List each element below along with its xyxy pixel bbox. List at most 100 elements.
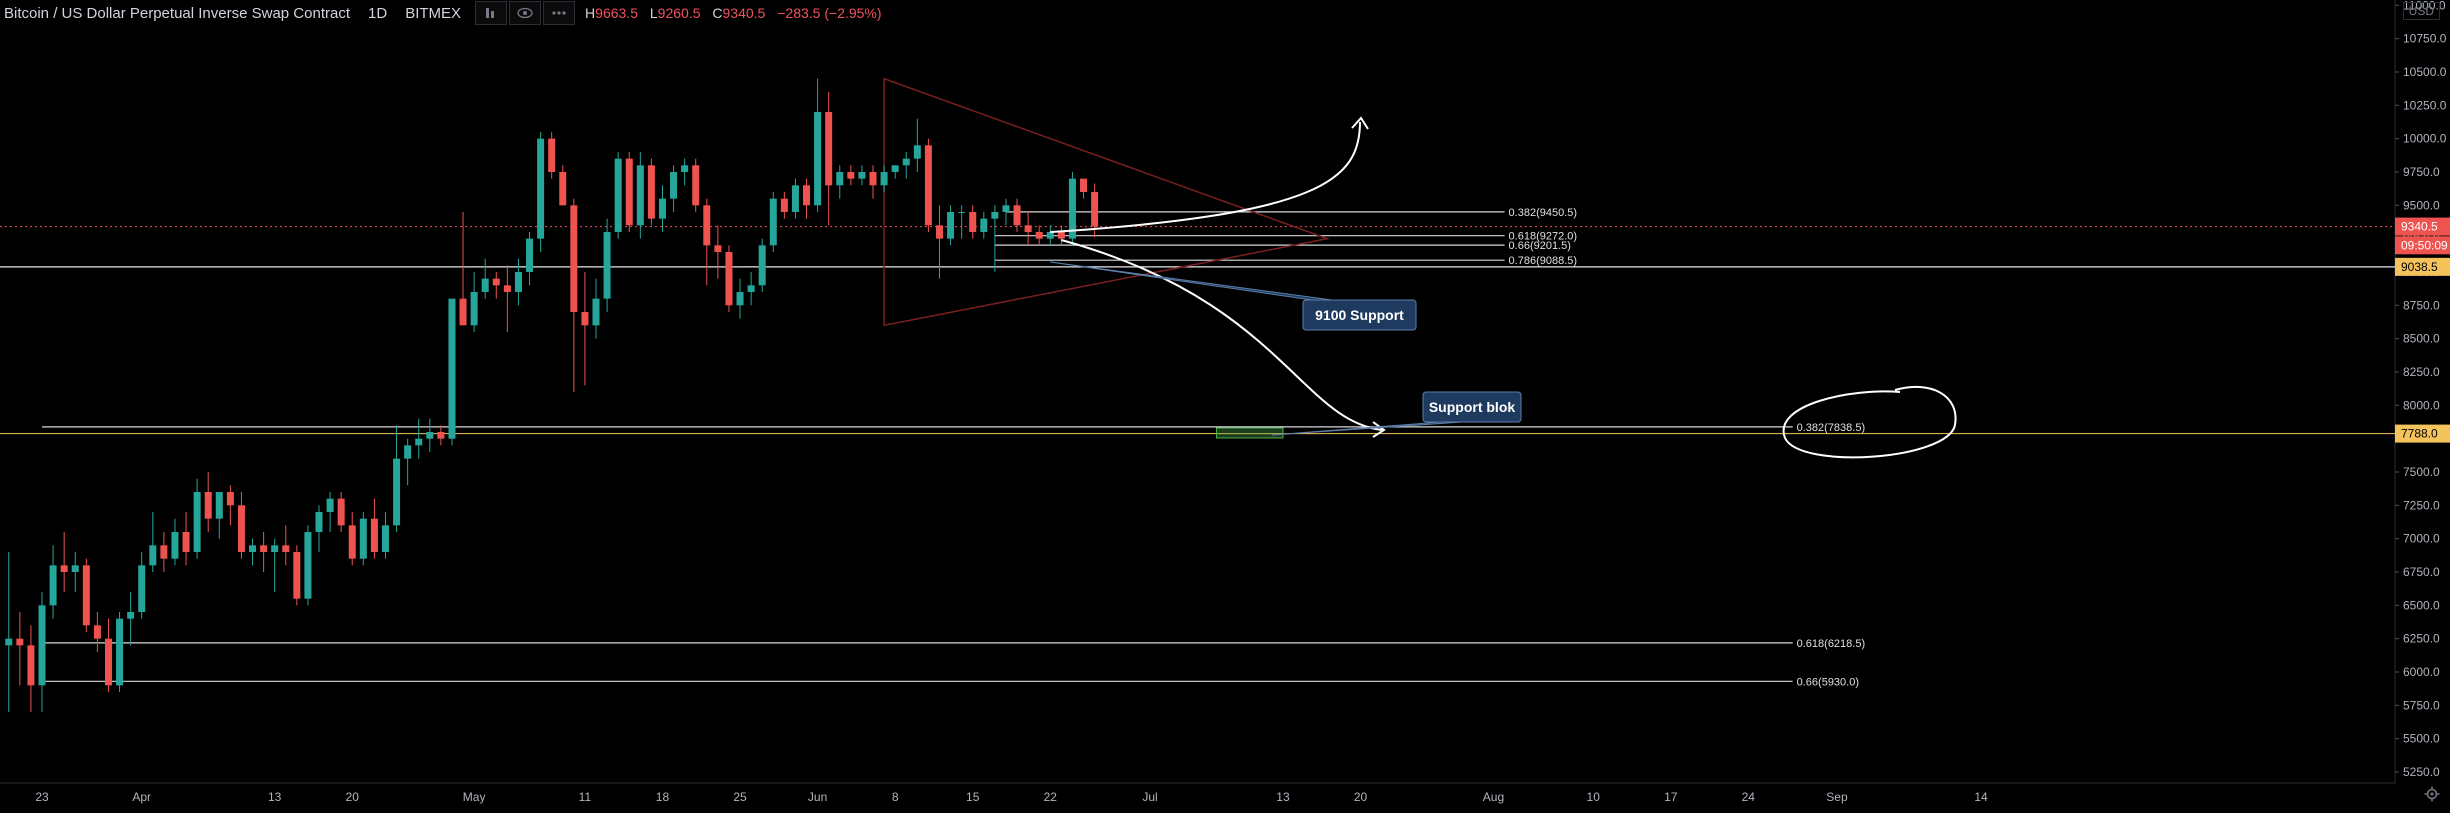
candle-body — [370, 518, 378, 552]
candle-body — [935, 225, 943, 239]
settings-gear-icon[interactable] — [2424, 786, 2440, 807]
fib-level-label: 0.786(9088.5) — [1509, 255, 1578, 267]
candle-body — [448, 298, 456, 439]
candle-body — [393, 458, 401, 526]
candle-series — [5, 78, 1099, 712]
price-label-text: 7788.0 — [2401, 427, 2438, 441]
price-tick-label: 8000.0 — [2403, 398, 2440, 412]
candle-body — [603, 231, 611, 299]
candle-body — [359, 518, 367, 559]
time-tick-label: 24 — [1742, 790, 1756, 804]
callout-support-blok: Support blok — [1429, 399, 1516, 415]
candle-body — [681, 165, 689, 172]
low-label: L — [649, 5, 658, 21]
candle-body — [116, 618, 124, 686]
candle-body — [304, 531, 312, 599]
candle-body — [348, 525, 356, 559]
candle-body — [758, 245, 766, 286]
time-tick-label: 11 — [579, 790, 592, 804]
candle-body — [193, 491, 201, 552]
price-tick-label: 6500.0 — [2403, 598, 2440, 612]
timeframe-label[interactable]: 1D — [368, 4, 388, 22]
candle-body — [226, 491, 234, 506]
candle-body — [636, 165, 644, 226]
fib-level-label: 0.66(5930.0) — [1797, 676, 1859, 688]
candle-body — [38, 605, 46, 686]
candle-body — [138, 565, 146, 612]
candle-body — [16, 638, 24, 646]
time-tick-label: 10 — [1587, 790, 1601, 804]
ohlc-readout: H9663.5 L9260.5 C9340.5 −283.5 (−2.95%) — [585, 5, 890, 21]
price-tick-label: 10750.0 — [2403, 32, 2447, 46]
price-tick-label: 6750.0 — [2403, 565, 2440, 579]
candle-body — [1035, 231, 1043, 239]
candle-body — [49, 565, 57, 606]
callout-box — [1302, 299, 1417, 331]
candle-body — [1057, 231, 1065, 239]
price-tick-label: 5750.0 — [2403, 698, 2440, 712]
candle-body — [725, 251, 733, 306]
time-tick-label: 18 — [656, 790, 670, 804]
currency-badge[interactable]: USD — [2402, 2, 2440, 20]
price-tick-label: 11000.0 — [2403, 0, 2446, 12]
candle-body — [703, 205, 711, 246]
candle-body — [514, 271, 522, 292]
candle-body — [415, 438, 423, 446]
price-label-text: 9038.5 — [2401, 260, 2438, 274]
fib-levels: 0.382(9450.5) 0.618(9272.0)0.66(9201.5) 0.… — [0, 207, 2395, 688]
price-tick-label: 8500.0 — [2403, 332, 2440, 346]
candle-body — [869, 171, 877, 186]
candle-body — [271, 545, 279, 552]
callout-9100-support: 9100 Support — [1315, 307, 1404, 323]
time-tick-label: 15 — [966, 790, 980, 804]
candle-body — [337, 498, 345, 526]
candle-body — [204, 491, 212, 519]
candle-body — [470, 291, 478, 326]
bearish-arrow-path — [1061, 239, 1383, 431]
price-tick-label: 10500.0 — [2403, 65, 2447, 79]
user-drawings: 9100 Support Support blok — [1050, 116, 1957, 459]
time-tick-label: Jun — [808, 790, 827, 804]
time-tick-label: May — [463, 790, 486, 804]
candle-body — [825, 111, 833, 186]
candle-body — [293, 551, 301, 599]
price-tick-label: 5250.0 — [2403, 765, 2440, 779]
candle-body — [104, 638, 112, 686]
candle-body — [769, 198, 777, 246]
more-icon[interactable] — [543, 1, 576, 25]
candle-body — [260, 545, 268, 552]
price-tick-label: 8250.0 — [2403, 365, 2440, 379]
candle-body — [692, 165, 700, 206]
candle-body — [526, 238, 534, 272]
candle-body — [747, 285, 755, 292]
candle-body — [814, 111, 822, 206]
high-label: H — [585, 5, 596, 21]
compare-icon[interactable] — [475, 1, 508, 25]
fib-level-label: 0.382(7838.5) — [1797, 422, 1866, 434]
candle-body — [647, 165, 655, 219]
candle-body — [537, 138, 545, 239]
fib-level-label: 0.66(9201.5) — [1509, 240, 1571, 252]
candle-body — [315, 511, 323, 532]
candle-body — [625, 158, 633, 226]
candle-body — [1002, 205, 1010, 212]
candle-body — [1046, 231, 1054, 239]
time-tick-label: 17 — [1664, 790, 1678, 804]
candle-body — [282, 545, 290, 552]
callout-pointer — [1271, 421, 1463, 436]
price-tick-label: 9500.0 — [2403, 198, 2440, 212]
price-tick-label: 6000.0 — [2403, 665, 2440, 679]
candle-body — [1068, 178, 1076, 239]
circle-scribble — [1782, 385, 1957, 459]
candle-body — [426, 431, 434, 439]
price-tick-label: 10000.0 — [2403, 132, 2447, 146]
eye-icon[interactable] — [509, 1, 542, 25]
bearish-arrowhead-icon — [1372, 421, 1386, 438]
symbol-title[interactable]: Bitcoin / US Dollar Perpetual Inverse Sw… — [4, 4, 350, 22]
candle-body — [404, 445, 412, 459]
candle-body — [60, 565, 68, 572]
candle-body — [71, 565, 79, 572]
candle-body — [171, 531, 179, 559]
candle-body — [27, 645, 35, 686]
